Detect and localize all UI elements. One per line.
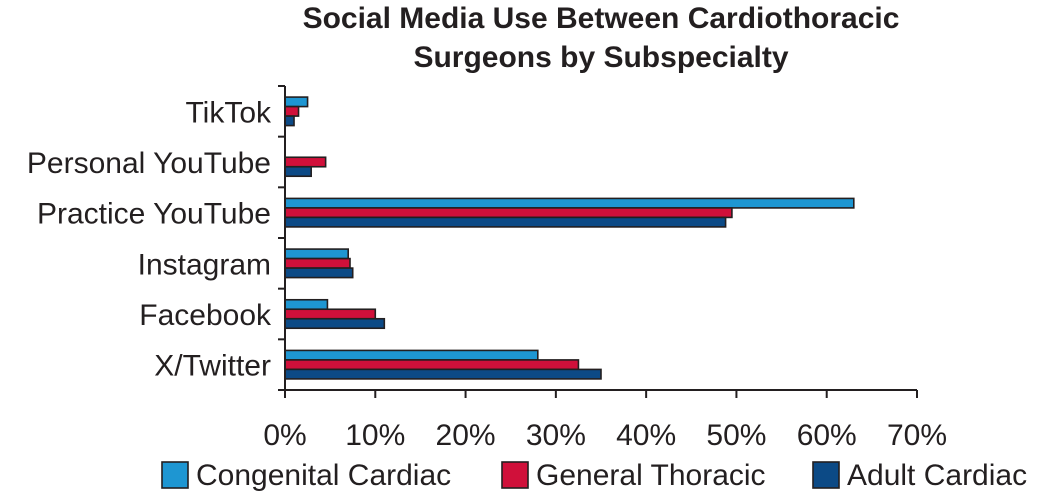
bar-practice-youtube-congenital-cardiac: [284, 197, 855, 209]
plot-area: [284, 96, 855, 380]
bar-tiktok-adult-cardiac: [284, 115, 295, 127]
x-tick-label: 50%: [706, 419, 766, 452]
bar-personal-youtube-adult-cardiac: [284, 165, 312, 178]
bar-x-twitter-congenital-cardiac: [284, 349, 539, 361]
chart-title-line-2: Surgeons by Subspecialty: [413, 41, 788, 74]
axes: TikTok Personal YouTube Practice YouTube In…: [27, 85, 947, 452]
x-tick-label: 40%: [616, 419, 676, 452]
bar-instagram-congenital-cardiac: [284, 248, 350, 260]
bar-personal-youtube-general-thoracic: [284, 156, 327, 168]
bar-facebook-general-thoracic: [284, 308, 377, 320]
bar-practice-youtube-adult-cardiac: [284, 216, 727, 228]
bar-facebook-congenital-cardiac: [284, 298, 329, 311]
category-label-x-twitter: X/Twitter: [154, 350, 271, 383]
category-label-practice-youtube: Practice YouTube: [37, 198, 271, 231]
x-tick-label: 30%: [526, 419, 586, 452]
x-tick-label: 60%: [797, 419, 857, 452]
legend-swatch-general-thoracic: [501, 461, 529, 489]
bar-instagram-general-thoracic: [284, 257, 351, 269]
x-tick-label: 20%: [436, 419, 496, 452]
bar-x-twitter-adult-cardiac: [284, 368, 602, 380]
bar-practice-youtube-general-thoracic: [284, 207, 733, 219]
category-label-instagram: Instagram: [138, 248, 271, 281]
legend: Congenital Cardiac General Thoracic Adult …: [161, 459, 1027, 492]
bar-tiktok-congenital-cardiac: [284, 96, 309, 108]
legend-swatch-congenital-cardiac: [161, 461, 189, 489]
legend-label-adult-cardiac: Adult Cardiac: [847, 459, 1027, 492]
legend-label-general-thoracic: General Thoracic: [536, 459, 766, 492]
chart-title-line-1: Social Media Use Between Cardiothoracic: [303, 2, 900, 35]
legend-label-congenital-cardiac: Congenital Cardiac: [196, 459, 451, 492]
bar-tiktok-general-thoracic: [284, 105, 300, 117]
category-label-facebook: Facebook: [139, 299, 272, 332]
bar-instagram-adult-cardiac: [284, 267, 354, 279]
x-tick-label: 10%: [345, 419, 405, 452]
x-tick-label: 0%: [263, 419, 306, 452]
bar-facebook-adult-cardiac: [284, 317, 386, 330]
category-label-tiktok: TikTok: [185, 96, 272, 129]
category-label-personal-youtube: Personal YouTube: [27, 147, 271, 180]
legend-swatch-adult-cardiac: [812, 461, 840, 489]
bar-x-twitter-general-thoracic: [284, 359, 580, 371]
x-tick-label: 70%: [887, 419, 947, 452]
